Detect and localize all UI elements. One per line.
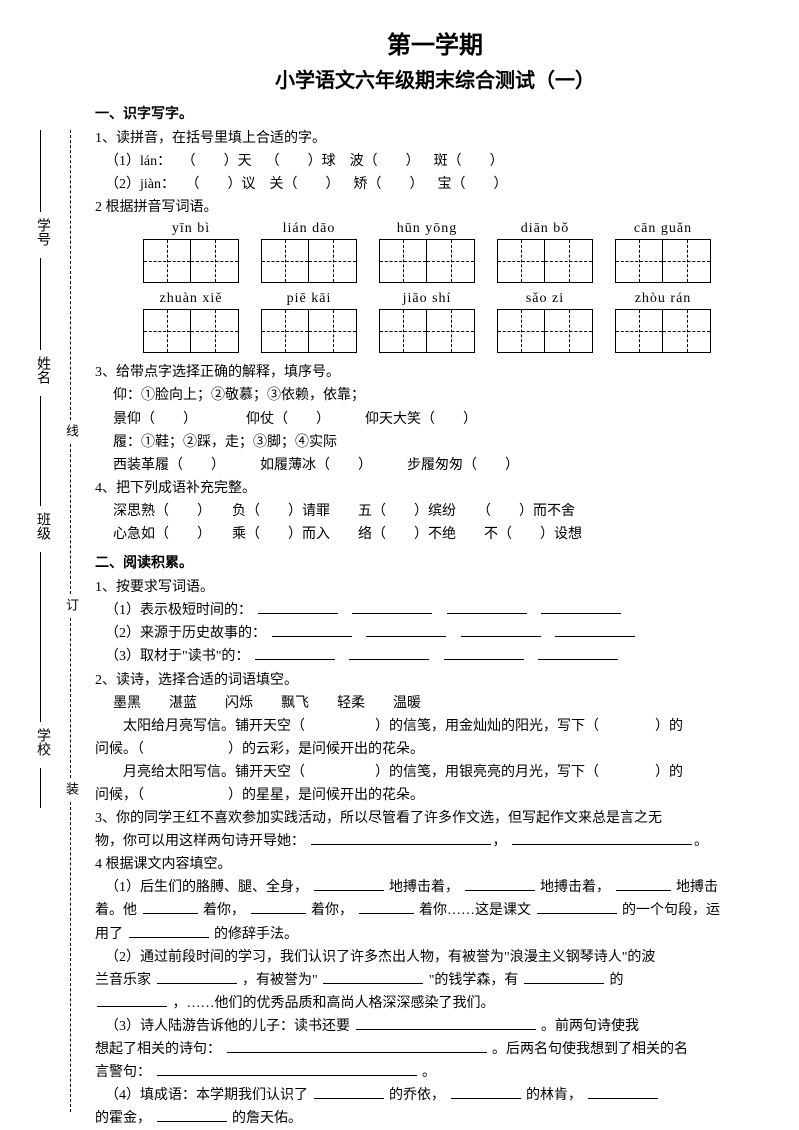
q2-2: 2、读诗，选择合适的词语填空。 [95,669,775,692]
q1-4-a: 深思熟（ ） 负（ ）请罪 五（ ）缤纷 （ ）而不舍 [95,500,775,523]
q1-1-line2: （2）jiàn： （ ）议 关（ ） 矫（ ） 宝（ ） [95,173,775,196]
char-box-pair[interactable] [615,309,711,353]
q2-4-1: （1）后生们的胳膊、腿、全身， 地搏击着， 地搏击着， 地搏击 [95,876,775,899]
q1-3-b: 景仰（ ） 仰仗（ ） 仰天大笑（ ） [95,408,775,431]
q1-3-d: 西装革履（ ） 如履薄冰（ ） 步履匆匆（ ） [95,454,775,477]
pinyin-row-2: zhuàn xiě piē kāi jiāo shí sǎo zi zhòu r… [95,291,775,307]
title-main: 第一学期 [95,25,775,60]
char-box-pair[interactable] [261,239,357,283]
q2-4-1-cont: 着。他 着你， 着你， 着你……这是课文 的一个句段，运 [95,899,775,922]
q2-2-words: 墨黑 湛蓝 闪烁 飘飞 轻柔 温暖 [95,692,775,715]
char-box-pair[interactable] [143,239,239,283]
q2-4-4b: 的霍金， 的詹天佑。 [95,1107,775,1130]
char-box-pair[interactable] [615,239,711,283]
label-xingming: 姓名 [32,356,52,384]
char-box-pair[interactable] [497,309,593,353]
q2-3-a: 3、你的同学王红不喜欢参加实践活动，所以尽管看了许多作文选，但写起作文来总是言之… [95,807,775,830]
label-xuehao: 学号 [32,218,52,246]
q1-1-line1: （1）lán： （ ）天 （ ）球 波（ ） 斑（ ） [95,150,775,173]
q2-4-3b: 想起了相关的诗句： 。后两名句使我想到了相关的名 [95,1038,775,1061]
q2-4: 4 根据课文内容填空。 [95,853,775,876]
char-box-pair[interactable] [379,309,475,353]
q1-4: 4、把下列成语补充完整。 [95,477,775,500]
boxes-row-1 [95,239,775,283]
binding-margin: 学号 姓名 班级 学校 线 订 装 [0,0,95,1130]
q2-1-a: （1）表示极短时间的： [95,599,775,622]
char-box-pair[interactable] [379,239,475,283]
char-xian: 线 [62,424,81,437]
q1-3-a: 仰：①脸向上；②敬慕；③依赖，依靠； [95,384,775,407]
q2-4-2a: （2）通过前段时间的学习，我们认识了许多杰出人物，有被誉为"浪漫主义钢琴诗人"的… [95,946,775,969]
section1-title: 一、识字写字。 [95,103,775,123]
char-box-pair[interactable] [261,309,357,353]
q1-1: 1、读拼音，在括号里填上合适的字。 [95,127,775,150]
q2-2-p2b: 问候，（ ）的星星，是问候开出的花朵。 [95,784,775,807]
q2-4-4a: （4）填成语：本学期我们认识了 的乔依， 的林肯， [95,1084,775,1107]
q2-2-p1a: 太阳给月亮写信。铺开天空（ ）的信笺，用金灿灿的阳光，写下（ ）的 [95,715,775,738]
q2-4-3c: 言警句： 。 [95,1061,775,1084]
q1-2: 2 根据拼音写词语。 [95,196,775,219]
char-zhuang: 装 [62,782,81,795]
q2-4-2c: ，……他们的优秀品质和高尚人格深深感染了我们。 [95,992,775,1015]
q2-4-2b: 兰音乐家 ，有被誉为" "的钱学森，有 的 [95,969,775,992]
q2-3-b: 物，你可以用这样两句诗开导她： ， 。 [95,830,775,853]
boxes-row-2 [95,309,775,353]
label-banji: 班级 [32,512,52,540]
char-box-pair[interactable] [143,309,239,353]
q1-4-b: 心急如（ ） 乘（ ）而入 络（ ）不绝 不（ ）设想 [95,523,775,546]
title-sub: 小学语文六年级期末综合测试（一） [95,64,775,93]
char-box-pair[interactable] [497,239,593,283]
char-ding: 订 [62,598,81,611]
q2-2-p2a: 月亮给太阳写信。铺开天空（ ）的信笺，用银亮亮的月光，写下（ ）的 [95,761,775,784]
q2-1-c: （3）取材于"读书"的： [95,645,775,668]
exam-content: 第一学期 小学语文六年级期末综合测试（一） 一、识字写字。 1、读拼音，在括号里… [95,25,775,1130]
q1-3-c: 履：①鞋；②踩，走；③脚；④实际 [95,431,775,454]
label-xuexiao: 学校 [32,728,52,756]
q2-4-1-end: 用了 的修辞手法。 [95,923,775,946]
section2-title: 二、阅读积累。 [95,552,775,572]
q1-3: 3、给带点字选择正确的解释，填序号。 [95,361,775,384]
q2-4-3a: （3）诗人陆游告诉他的儿子：读书还要 。前两句诗使我 [95,1015,775,1038]
q2-2-p1b: 问候。（ ）的云彩，是问候开出的花朵。 [95,738,775,761]
pinyin-row-1: yīn bì lián dāo hūn yōng diān bǒ cān guǎ… [95,221,775,237]
q2-1: 1、按要求写词语。 [95,576,775,599]
q2-1-b: （2）来源于历史故事的： [95,622,775,645]
